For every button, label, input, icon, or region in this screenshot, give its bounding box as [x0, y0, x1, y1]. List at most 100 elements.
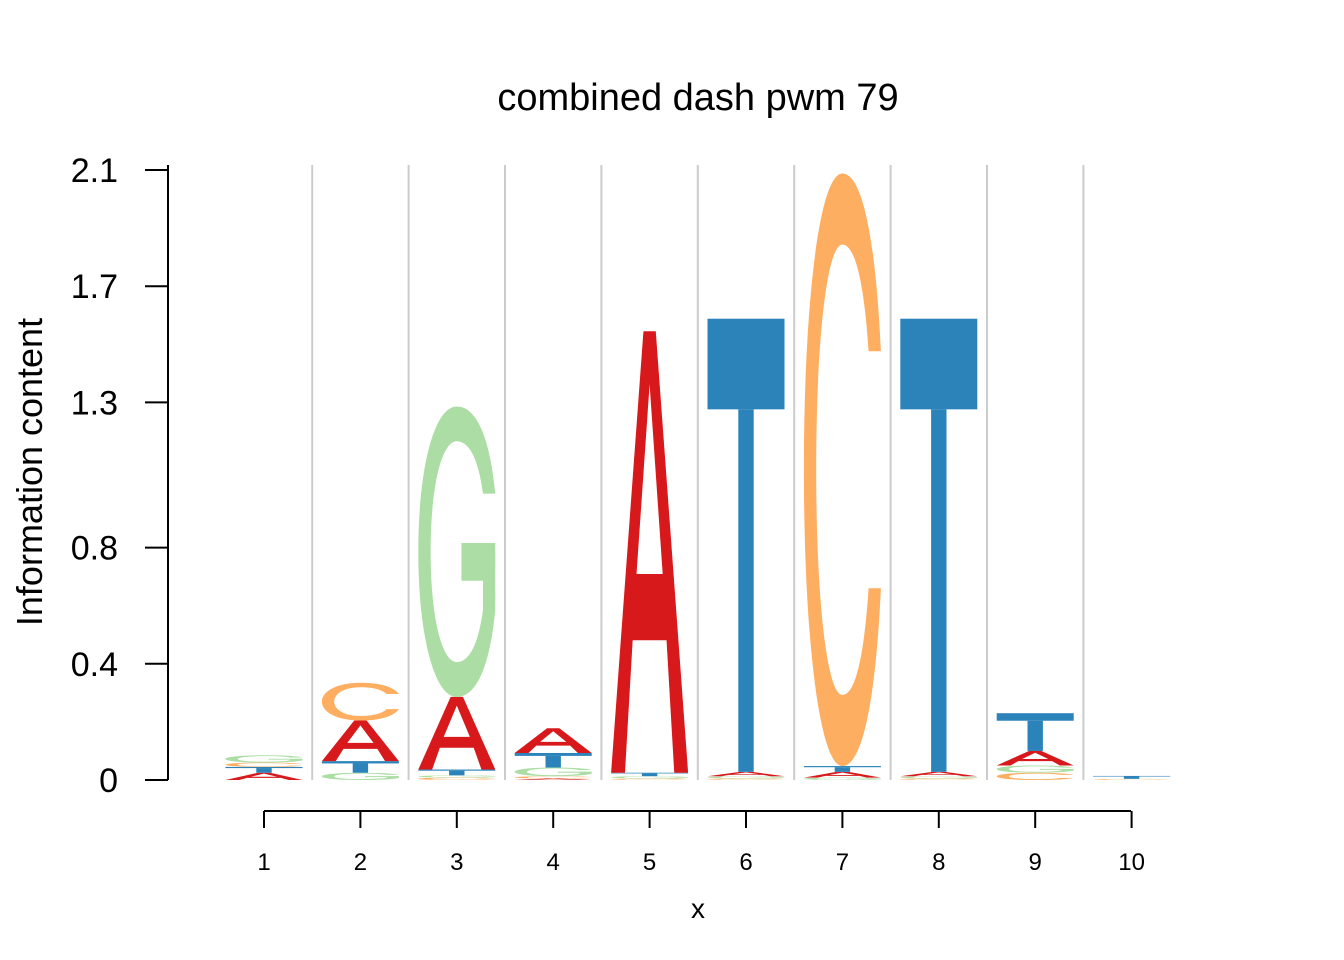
letter-g-pos4 — [514, 767, 592, 777]
letter-t-pos9 — [996, 713, 1074, 751]
letter-c-pos3 — [418, 777, 496, 780]
y-axis-label: Information content — [9, 318, 50, 626]
letter-t-pos3 — [418, 769, 496, 776]
x-tick-label: 10 — [1118, 849, 1145, 876]
letter-c-pos1 — [225, 762, 303, 767]
x-tick-label: 9 — [1029, 849, 1042, 876]
y-axis: 0 0.4 0.8 1.3 1.7 2.1 — [71, 152, 169, 800]
letter-g-shape — [418, 406, 496, 697]
letter-t-stem — [545, 755, 561, 768]
letter-stacks — [225, 173, 1171, 780]
letter-c-shape — [321, 682, 399, 721]
letter-t-bar — [803, 766, 881, 768]
letter-g-shape — [707, 776, 785, 779]
letter-c-shape — [1093, 778, 1171, 780]
letter-t-stem — [931, 409, 947, 772]
letter-a-pos1 — [225, 772, 303, 780]
letter-c-shape — [514, 776, 592, 779]
letter-t-stem — [1027, 720, 1043, 751]
y-tick-label: 1.3 — [71, 384, 118, 422]
letter-a-pos5 — [611, 331, 689, 773]
letter-a-shape — [707, 771, 785, 777]
letter-g-shape — [996, 765, 1074, 773]
letter-g-pos5 — [611, 776, 689, 779]
letter-a-shape — [514, 778, 592, 780]
letter-t-stem — [641, 773, 658, 777]
letter-a-pos4 — [514, 728, 592, 753]
letter-a-shape — [514, 728, 592, 753]
x-tick-label: 6 — [739, 849, 752, 876]
letter-a-pos7 — [803, 771, 881, 778]
y-tick-label: 2.1 — [71, 152, 118, 190]
letter-a-shape — [803, 771, 881, 778]
letter-g-pos8 — [900, 776, 978, 779]
letter-c-pos4 — [514, 776, 592, 779]
letter-t-pos8 — [900, 318, 978, 772]
x-tick-label: 4 — [547, 849, 560, 876]
letter-t-bar — [611, 772, 689, 774]
letter-a-pos2 — [321, 720, 399, 762]
letter-c-pos2 — [321, 682, 399, 721]
letter-c-shape — [900, 778, 978, 780]
letter-g-shape — [225, 755, 303, 763]
x-axis-label: x — [691, 893, 705, 924]
letter-a-shape — [321, 720, 399, 762]
letter-t-bar — [321, 761, 399, 764]
letter-c-pos7 — [803, 173, 881, 767]
letter-c-pos6 — [707, 778, 785, 780]
x-tick-label: 1 — [257, 849, 270, 876]
chart-title: combined dash pwm 79 — [497, 77, 898, 119]
letter-g-pos9 — [996, 765, 1074, 773]
x-tick-label: 2 — [354, 849, 367, 876]
letter-a-shape — [418, 696, 496, 770]
letter-t-bar — [996, 713, 1074, 721]
letter-g-shape — [611, 776, 689, 779]
letter-a-pos9 — [996, 750, 1074, 766]
letter-t-pos4 — [514, 752, 592, 768]
letter-c-shape — [611, 778, 689, 780]
letter-t-bar — [1093, 775, 1171, 777]
letter-a-shape — [225, 772, 303, 780]
letter-c-shape — [418, 777, 496, 780]
letter-g-shape — [803, 777, 881, 780]
letter-t-pos1 — [225, 766, 303, 773]
letter-t-pos5 — [611, 772, 689, 777]
letter-t-stem — [738, 409, 754, 772]
letter-t-stem — [352, 763, 369, 773]
letter-t-stem — [449, 770, 465, 776]
letter-t-stem — [834, 767, 851, 772]
x-tick-label: 8 — [932, 849, 945, 876]
y-tick-label: 0 — [99, 762, 118, 800]
x-tick-label: 3 — [450, 849, 463, 876]
letter-a-pos4 — [514, 778, 592, 780]
letter-t-pos6 — [707, 318, 785, 772]
y-tick-label: 0.8 — [71, 530, 118, 568]
letter-g-pos3 — [418, 406, 496, 697]
letter-t-stem — [1123, 776, 1140, 779]
letter-a-shape — [611, 331, 689, 773]
letter-a-pos3 — [418, 696, 496, 770]
letter-c-shape — [707, 778, 785, 780]
letter-c-pos5 — [611, 778, 689, 780]
letter-t-bar — [514, 752, 592, 756]
letter-t-bar — [418, 769, 496, 771]
letter-g-pos3 — [418, 775, 496, 778]
letter-g-shape — [418, 775, 496, 778]
letter-g-pos2 — [321, 772, 399, 780]
position-separators — [311, 165, 1085, 780]
x-axis: 1 2 3 4 5 6 7 8 9 10 — [257, 810, 1145, 876]
letter-c-pos8 — [900, 778, 978, 780]
letter-g-pos7 — [803, 777, 881, 780]
letter-c-shape — [996, 772, 1074, 780]
letter-g-shape — [321, 772, 399, 780]
x-tick-label: 7 — [836, 849, 849, 876]
letter-t-pos2 — [321, 761, 399, 773]
letter-a-pos8 — [900, 771, 978, 777]
letter-c-shape — [803, 173, 881, 767]
letter-a-pos6 — [707, 771, 785, 777]
y-tick-label: 1.7 — [71, 268, 118, 306]
letter-t-stem — [256, 768, 272, 773]
letter-c-pos9 — [996, 772, 1074, 780]
letter-c-pos10 — [1093, 778, 1171, 780]
